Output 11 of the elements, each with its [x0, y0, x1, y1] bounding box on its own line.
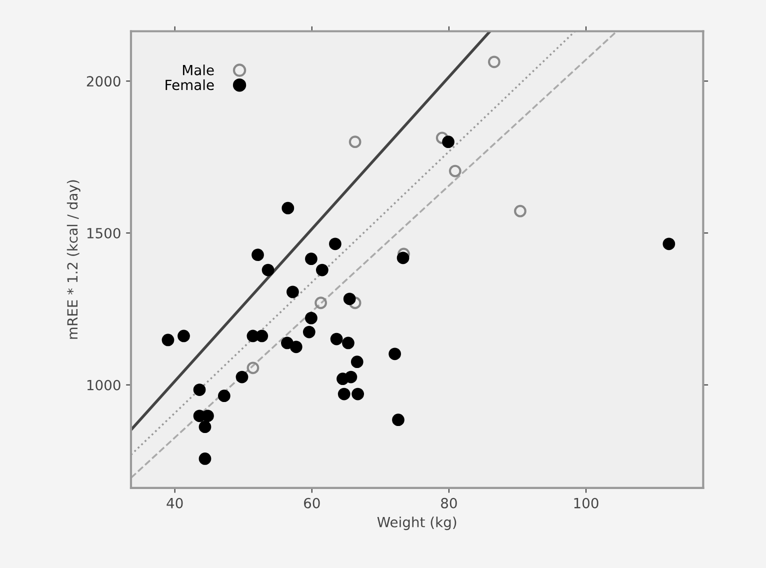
legend-label: Male	[183, 64, 214, 76]
y-tick-label: 1000	[87, 380, 120, 390]
x-tick-label: 40	[166, 498, 183, 508]
x-tick-label: 80	[441, 498, 457, 508]
y-axis-title: mREE * 1.2 (kcal / day)	[66, 180, 80, 339]
legend-label: Female	[166, 79, 214, 90]
x-axis-title: Weight (kg)	[377, 516, 456, 530]
x-tick-label: 100	[574, 498, 598, 508]
y-tick-label: 2000	[86, 76, 120, 87]
x-tick-label: 60	[304, 498, 320, 508]
y-tick-label: 1500	[87, 228, 120, 238]
